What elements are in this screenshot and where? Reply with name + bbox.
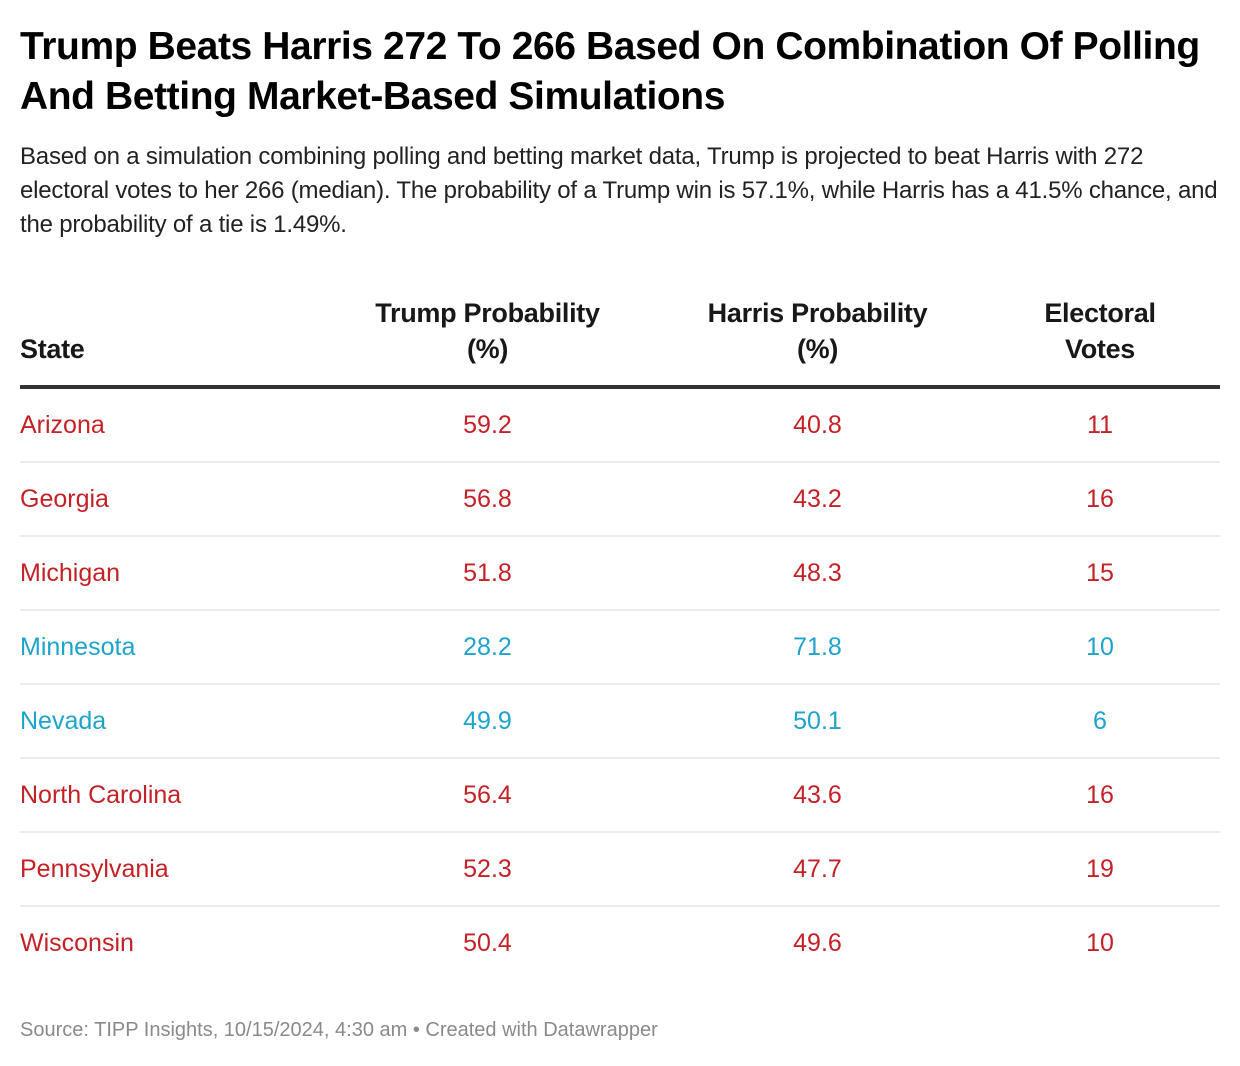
harris-probability-cell: 43.6 [655, 758, 980, 833]
trump-header-line1: Trump Probability [375, 298, 600, 328]
harris-probability-cell: 47.7 [655, 832, 980, 907]
table-row: Michigan 51.8 48.3 15 [20, 536, 1220, 611]
trump-probability-cell: 51.8 [320, 536, 655, 611]
trump-probability-cell: 28.2 [320, 610, 655, 685]
table-row: Arizona 59.2 40.8 11 [20, 387, 1220, 463]
electoral-votes-cell: 10 [1086, 928, 1114, 957]
trump-header-line2: (%) [466, 334, 509, 364]
column-header-state[interactable]: State [20, 295, 320, 389]
state-cell: Wisconsin [20, 928, 134, 957]
electoral-votes-cell: 19 [980, 832, 1220, 907]
harris-probability-cell: 40.8 [655, 387, 980, 463]
chart-title: Trump Beats Harris 272 To 266 Based On C… [20, 25, 1200, 118]
electoral-votes-cell: 16 [980, 758, 1220, 833]
column-header-harris-probability[interactable]: Harris Probability (%) [655, 295, 980, 389]
column-header-trump-probability[interactable]: Trump Probability (%) [320, 295, 655, 389]
electoral-votes-cell: 16 [980, 462, 1220, 537]
table-row: Georgia 56.8 43.2 16 [20, 462, 1220, 537]
trump-probability-cell: 49.9 [320, 684, 655, 759]
column-header-electoral-votes[interactable]: Electoral Votes [980, 295, 1220, 389]
state-cell: Pennsylvania [20, 832, 320, 907]
state-cell: Georgia [20, 462, 320, 537]
state-cell: North Carolina [20, 758, 320, 833]
state-cell: Michigan [20, 536, 320, 611]
ev-header-line1: Electoral [1044, 298, 1156, 328]
trump-probability-cell: 52.3 [320, 832, 655, 907]
electoral-votes-cell: 10 [980, 610, 1220, 685]
table-header-row: State Trump Probability (%) Harris Probab… [20, 295, 1220, 389]
state-cell: Arizona [20, 387, 320, 463]
chart-description: Based on a simulation combining polling … [20, 143, 1218, 238]
state-cell: Minnesota [20, 610, 320, 685]
results-table: State Trump Probability (%) Harris Probab… [20, 295, 1220, 979]
table-row: Wisconsin 50.4 49.6 10 [20, 906, 1220, 979]
table-row: Pennsylvania 52.3 47.7 19 [20, 832, 1220, 907]
table-row: North Carolina 56.4 43.6 16 [20, 758, 1220, 833]
ev-header-line2: Votes [1064, 334, 1136, 364]
trump-probability-cell: 56.8 [320, 462, 655, 537]
harris-probability-cell: 48.3 [655, 536, 980, 611]
harris-probability-cell: 50.1 [655, 684, 980, 759]
electoral-votes-cell: 15 [980, 536, 1220, 611]
harris-probability-cell: 49.6 [793, 928, 842, 957]
table-row: Minnesota 28.2 71.8 10 [20, 610, 1220, 685]
trump-probability-cell: 50.4 [463, 928, 512, 957]
chart-header: Trump Beats Harris 272 To 266 Based On C… [20, 22, 1220, 242]
table-row: Nevada 49.9 50.1 6 [20, 684, 1220, 759]
electoral-votes-cell: 6 [980, 684, 1220, 759]
trump-probability-cell: 56.4 [320, 758, 655, 833]
state-cell: Nevada [20, 684, 320, 759]
source-footer: Source: TIPP Insights, 10/15/2024, 4:30 … [20, 1019, 658, 1041]
trump-probability-cell: 59.2 [320, 387, 655, 463]
harris-probability-cell: 71.8 [655, 610, 980, 685]
table-body: Arizona 59.2 40.8 11 Georgia 56.8 43.2 16 Michig… [20, 387, 1220, 979]
harris-header-line1: Harris Probability [707, 298, 928, 328]
electoral-votes-cell: 11 [980, 387, 1220, 463]
harris-header-line2: (%) [796, 334, 839, 364]
harris-probability-cell: 43.2 [655, 462, 980, 537]
